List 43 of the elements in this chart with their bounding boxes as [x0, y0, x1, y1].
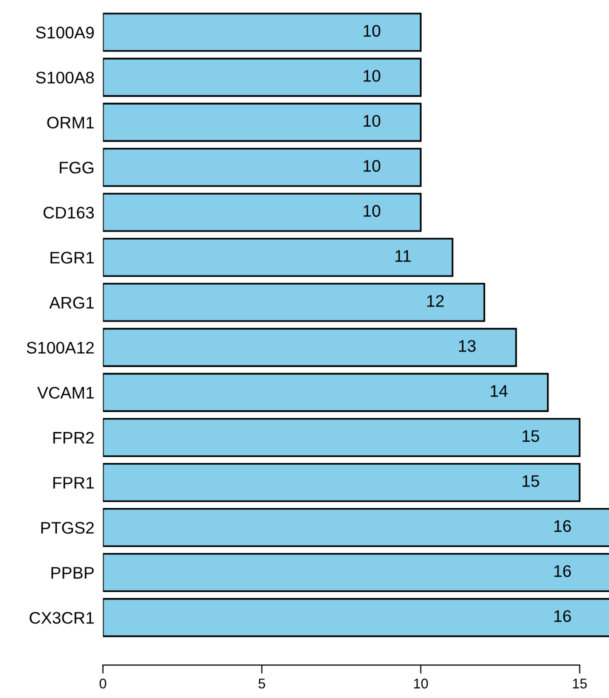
y-tick-label: ARG1	[49, 296, 94, 309]
x-tick-label: 15	[572, 678, 587, 688]
data-label: 11	[395, 250, 411, 262]
bar	[102, 328, 517, 367]
bar	[102, 148, 422, 187]
y-tick-label: PTGS2	[41, 522, 94, 534]
data-label: 10	[364, 70, 380, 82]
x-tick-label: 10	[414, 678, 428, 688]
y-tick-label: FPR1	[53, 477, 94, 489]
bar	[102, 58, 422, 97]
bar	[102, 418, 580, 457]
data-label: 12	[427, 295, 444, 307]
data-label: 10	[364, 205, 380, 217]
y-tick-label: EGR1	[50, 252, 94, 264]
bar	[102, 192, 422, 232]
y-tick-label: CX3CR1	[30, 612, 94, 624]
y-tick-label: FGG	[60, 162, 94, 174]
data-label: 14	[490, 385, 508, 397]
y-tick-label: FPR2	[53, 432, 94, 444]
y-tick-label: CD163	[44, 206, 94, 219]
y-tick-label: VCAM1	[37, 386, 94, 399]
bar	[102, 238, 454, 277]
data-label: 10	[364, 114, 380, 127]
data-label: 10	[364, 24, 380, 37]
data-label: 15	[522, 430, 540, 442]
x-tick-label: 0	[100, 678, 106, 688]
data-label: 16	[554, 565, 571, 578]
y-tick-label: S100A12	[26, 342, 94, 354]
data-label: 16	[554, 520, 571, 532]
y-tick-label: S100A8	[36, 72, 94, 84]
y-tick-label: ORM1	[47, 116, 94, 129]
y-tick-label: PPBP	[51, 567, 94, 579]
bar	[102, 372, 549, 412]
y-tick-label: S100A9	[36, 26, 94, 38]
bar	[102, 102, 422, 142]
bar	[102, 12, 422, 52]
data-label: 16	[554, 610, 571, 622]
data-label: 15	[522, 475, 540, 487]
bar	[102, 282, 486, 322]
data-label: 13	[459, 340, 476, 352]
bar	[102, 462, 580, 502]
x-tick-label: 5	[258, 678, 266, 688]
data-label: 10	[364, 160, 380, 172]
